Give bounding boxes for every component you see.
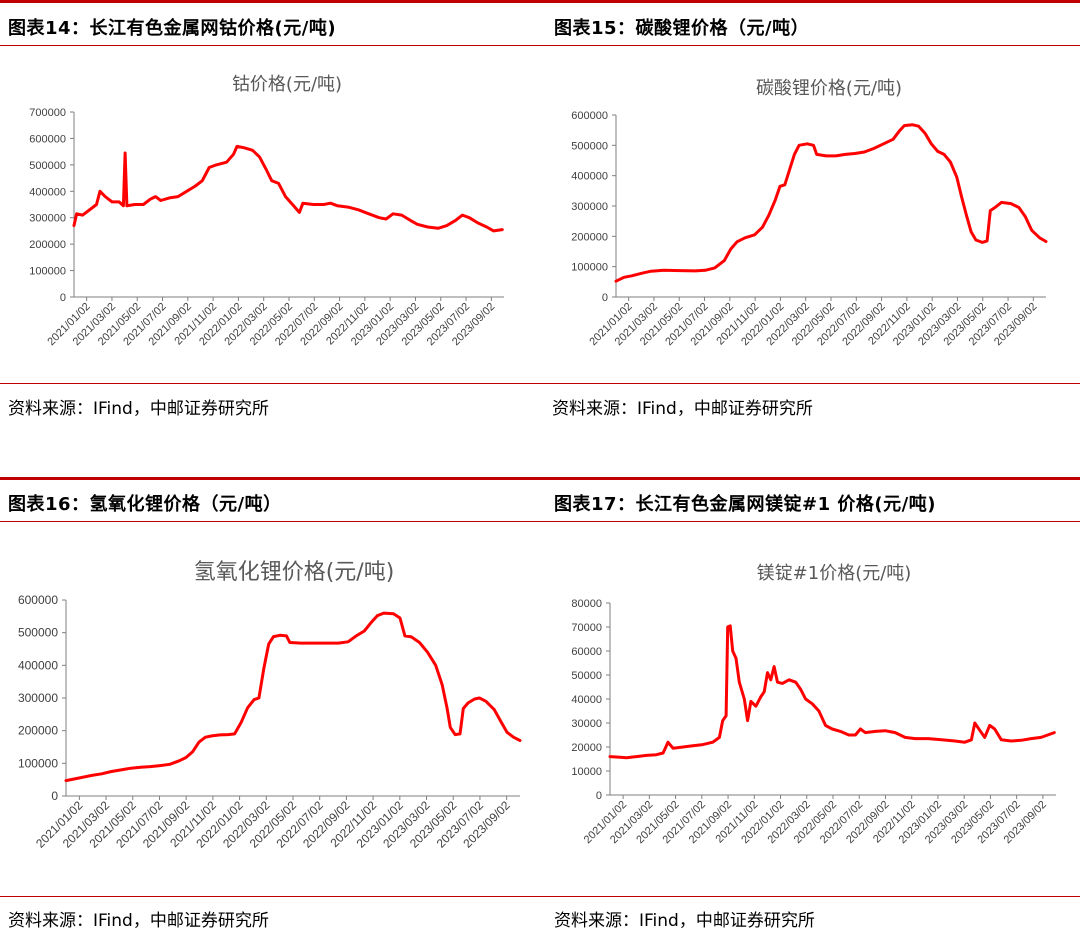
y-tick-label: 300000 (18, 691, 58, 705)
panel-magnesium: 图表17：长江有色金属网镁锭#1 价格(元/吨) 镁锭#1价格(元/吨) 0 10… (540, 470, 1080, 937)
cobalt-price-chart: 0 100000 200000 300000 400000 500000 600000 700… (29, 107, 504, 348)
y-tick-label: 20000 (571, 742, 602, 754)
y-tick-label: 30000 (571, 718, 602, 730)
panel-lithium-hydroxide: 图表16：氢氧化锂价格（元/吨） 氢氧化锂价格(元/吨) 0 100000 2000… (0, 470, 540, 937)
panel-lithium-carbonate: 图表15：碳酸锂价格（元/吨） 碳酸锂价格(元/吨) 0 100000 200000… (540, 0, 1080, 430)
y-tick-label: 600000 (571, 110, 608, 122)
y-tick-label: 10000 (571, 766, 602, 778)
y-tick-label: 500000 (571, 140, 608, 152)
y-tick-label: 400000 (18, 658, 58, 672)
panel-top-rule (540, 477, 1080, 480)
figure-header: 图表16：氢氧化锂价格（元/吨） (8, 494, 282, 515)
header-rule (0, 521, 540, 522)
y-tick-label: 80000 (571, 598, 602, 610)
price-series-line (64, 611, 522, 783)
y-tick-label: 400000 (29, 186, 66, 198)
y-tick-label: 600000 (29, 133, 66, 145)
y-tick-label: 200000 (571, 231, 608, 243)
y-tick-label: 200000 (18, 724, 58, 738)
panel-top-rule (540, 0, 1080, 3)
figure-header: 图表14：长江有色金属网钴价格(元/吨) (8, 18, 337, 39)
header-rule (0, 45, 540, 46)
header-rule (540, 521, 1080, 522)
y-tick-label: 0 (51, 789, 58, 803)
y-tick-label: 0 (602, 292, 608, 304)
price-series-line (614, 123, 1048, 283)
y-tick-label: 100000 (571, 262, 608, 274)
source-note: 资料来源：IFind，中邮证券研究所 (8, 399, 269, 419)
y-tick-label: 70000 (571, 622, 602, 634)
lithium-hydroxide-price-chart: 0100000200000300000400000500000600000202… (18, 593, 522, 851)
footer-rule (0, 383, 540, 384)
chart-title: 碳酸锂价格(元/吨) (755, 78, 903, 99)
y-tick-label: 200000 (29, 239, 66, 251)
magnesium-price-chart: 0 10000 20000 30000 40000 50000 60000 70000 8000… (571, 598, 1056, 846)
footer-rule (0, 896, 540, 897)
y-tick-label: 100000 (29, 266, 66, 278)
y-tick-label: 50000 (571, 670, 602, 682)
y-tick-label: 300000 (571, 201, 608, 213)
price-series-line (72, 144, 504, 233)
y-tick-label: 40000 (571, 694, 602, 706)
chart-title: 镁锭#1价格(元/吨) (756, 563, 912, 584)
y-tick-label: 500000 (18, 626, 58, 640)
y-tick-label: 500000 (29, 160, 66, 172)
header-rule (540, 45, 1080, 46)
footer-rule (540, 383, 1080, 384)
y-tick-label: 400000 (571, 171, 608, 183)
source-note: 资料来源：IFind，中邮证券研究所 (554, 911, 815, 931)
y-tick-label: 0 (60, 292, 66, 304)
source-note: 资料来源：IFind，中邮证券研究所 (8, 911, 269, 931)
chart-title: 钴价格(元/吨) (231, 74, 343, 95)
y-tick-label: 60000 (571, 646, 602, 658)
y-tick-label: 300000 (29, 213, 66, 225)
chart-title: 氢氧化锂价格(元/吨) (193, 560, 395, 585)
source-note: 资料来源：IFind，中邮证券研究所 (552, 399, 813, 419)
y-tick-label: 600000 (18, 593, 58, 607)
panel-cobalt: 图表14：长江有色金属网钴价格(元/吨) 钴价格(元/吨) 0 100000 200… (0, 0, 540, 430)
footer-rule (540, 896, 1080, 897)
y-tick-label: 700000 (29, 107, 66, 119)
panel-top-rule (0, 477, 540, 480)
figure-header: 图表17：长江有色金属网镁锭#1 价格(元/吨) (554, 494, 936, 515)
y-tick-label: 100000 (18, 756, 58, 770)
panel-top-rule (0, 0, 540, 3)
figure-header: 图表15：碳酸锂价格（元/吨） (554, 18, 810, 39)
y-tick-label: 0 (596, 790, 602, 802)
price-series-line (608, 624, 1056, 760)
lithium-carbonate-price-chart: 0100000200000300000400000500000600000202… (571, 110, 1048, 348)
